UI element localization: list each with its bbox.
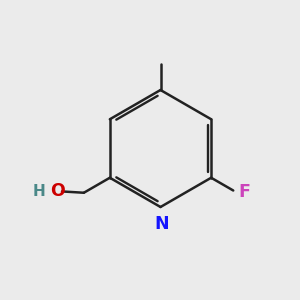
Text: N: N (154, 215, 169, 233)
Text: F: F (238, 183, 250, 201)
Text: H: H (32, 184, 45, 199)
Text: O: O (50, 182, 65, 200)
